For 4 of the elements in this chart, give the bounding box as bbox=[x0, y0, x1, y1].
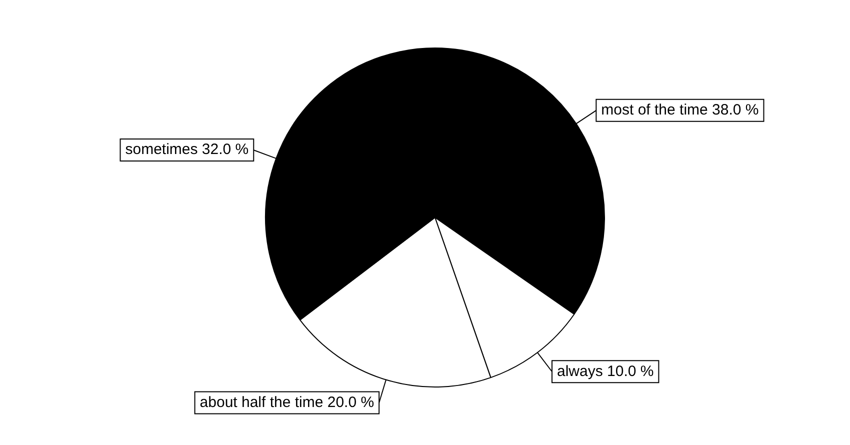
slice-label: about half the time 20.0 % bbox=[200, 394, 374, 411]
slice-label: always 10.0 % bbox=[556, 362, 654, 380]
slice-label: most of the time 38.0 % bbox=[601, 102, 759, 119]
slice-label: sometimes 32.0 % bbox=[125, 141, 249, 158]
